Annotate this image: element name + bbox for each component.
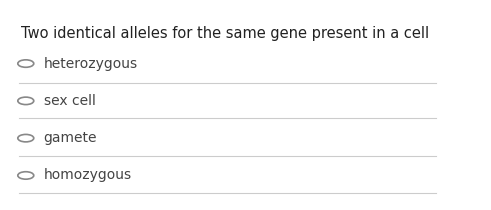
Text: gamete: gamete — [44, 131, 97, 145]
Text: homozygous: homozygous — [44, 168, 132, 182]
Text: heterozygous: heterozygous — [44, 56, 137, 71]
Text: sex cell: sex cell — [44, 94, 95, 108]
Text: Two identical alleles for the same gene present in a cell: Two identical alleles for the same gene … — [21, 26, 430, 41]
